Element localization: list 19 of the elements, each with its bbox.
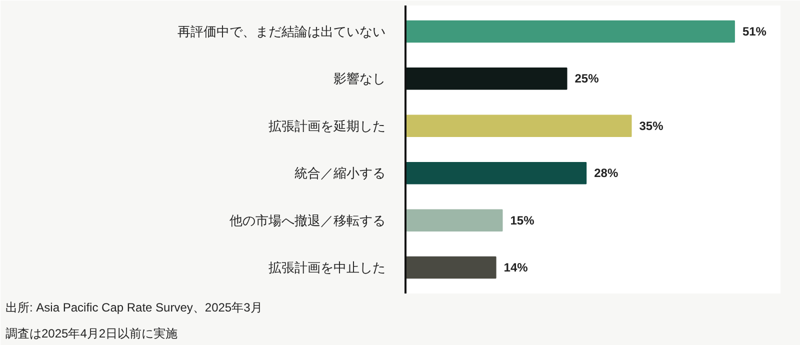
bar xyxy=(406,209,503,232)
y-tick-label: 再評価中で、まだ結論は出ていない xyxy=(178,24,386,39)
y-tick-label: 拡張計画を中止した xyxy=(268,260,386,276)
y-tick-label: 統合／縮小する xyxy=(294,166,386,181)
bar xyxy=(406,162,587,184)
data-label: 15% xyxy=(510,213,535,228)
data-label: 25% xyxy=(574,72,600,86)
text: 調査は2025年4月2日以前に実施 xyxy=(6,326,178,340)
bar xyxy=(406,256,496,279)
bar xyxy=(406,20,735,43)
text: 出所: Asia Pacific Cap Rate Survey、2025年3月 xyxy=(6,300,262,314)
y-tick-label: 他の市場へ撤退／移転する xyxy=(230,212,386,228)
data-label: 51% xyxy=(742,24,767,38)
data-label: 35% xyxy=(639,118,664,133)
bar xyxy=(406,114,632,138)
data-label: 14% xyxy=(504,260,528,275)
y-tick-label: 拡張計画を延期した xyxy=(268,118,386,134)
y-tick-label: 影響なし xyxy=(334,71,386,86)
data-label: 28% xyxy=(594,166,618,180)
